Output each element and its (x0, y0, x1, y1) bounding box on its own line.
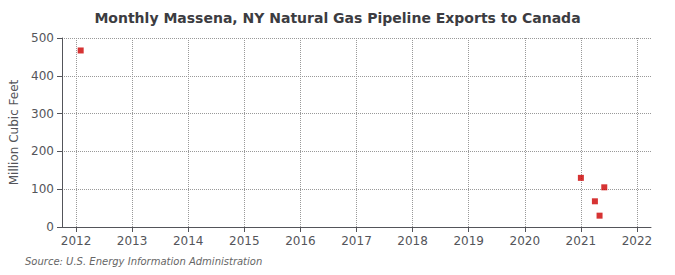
svg-text:2014: 2014 (173, 234, 204, 248)
svg-text:2016: 2016 (285, 234, 316, 248)
svg-text:300: 300 (31, 107, 54, 121)
svg-text:2015: 2015 (229, 234, 260, 248)
svg-text:2021: 2021 (566, 234, 597, 248)
svg-text:Million Cubic Feet: Million Cubic Feet (7, 79, 21, 185)
svg-text:2020: 2020 (510, 234, 541, 248)
svg-text:2017: 2017 (341, 234, 372, 248)
svg-text:100: 100 (31, 182, 54, 196)
svg-text:2018: 2018 (397, 234, 428, 248)
svg-text:Source: U.S. Energy Informatio: Source: U.S. Energy Information Administ… (25, 256, 262, 267)
svg-text:2022: 2022 (622, 234, 653, 248)
svg-text:200: 200 (31, 144, 54, 158)
svg-text:2012: 2012 (61, 234, 92, 248)
svg-text:0: 0 (46, 220, 54, 234)
svg-text:2013: 2013 (117, 234, 148, 248)
svg-text:400: 400 (31, 69, 54, 83)
svg-text:2019: 2019 (453, 234, 484, 248)
svg-text:Monthly Massena, NY Natural Ga: Monthly Massena, NY Natural Gas Pipeline… (94, 10, 580, 26)
svg-text:500: 500 (31, 31, 54, 45)
